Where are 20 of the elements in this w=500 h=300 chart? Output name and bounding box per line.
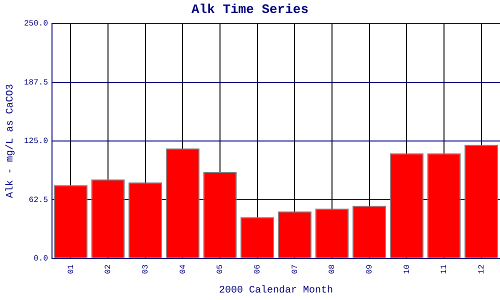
y-tick-label: 0.0 <box>34 254 48 264</box>
x-axis-title: 2000 Calendar Month <box>218 284 334 297</box>
x-tick-label: 06 <box>253 264 262 274</box>
y-tick-label: 62.5 <box>28 196 48 205</box>
x-tick-label: 04 <box>178 264 188 274</box>
x-tick-label: 12 <box>477 264 486 274</box>
y-tick-label: 187.5 <box>24 78 48 88</box>
x-tick-label: 05 <box>216 264 226 274</box>
x-tick-label: 09 <box>365 264 374 274</box>
x-tick-label: 03 <box>141 264 150 274</box>
x-tick-label: 07 <box>290 264 300 274</box>
y-tick-label: 125.0 <box>24 137 48 146</box>
x-tick-label: 02 <box>104 264 114 274</box>
chart-title: Alk Time Series <box>191 2 309 18</box>
x-tick-label: 10 <box>402 264 412 274</box>
x-tick-label: 11 <box>440 264 450 274</box>
y-tick-label: 250.0 <box>24 20 48 29</box>
x-tick-label: 01 <box>66 264 76 274</box>
y-axis-title: Alk - mg/L as CaCO3 <box>4 84 17 198</box>
x-tick-label: 08 <box>328 264 338 274</box>
